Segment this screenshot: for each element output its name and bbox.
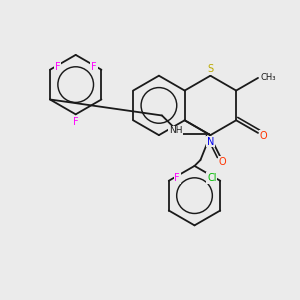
Text: F: F: [73, 117, 79, 127]
Text: N: N: [207, 137, 214, 147]
Text: F: F: [55, 62, 60, 72]
Text: NH: NH: [169, 126, 182, 135]
Text: F: F: [91, 62, 97, 72]
Text: CH₃: CH₃: [260, 74, 276, 82]
Text: O: O: [219, 157, 226, 166]
Text: F: F: [174, 173, 180, 183]
Text: S: S: [207, 64, 214, 74]
Text: O: O: [260, 131, 268, 141]
Text: Cl: Cl: [207, 173, 217, 183]
